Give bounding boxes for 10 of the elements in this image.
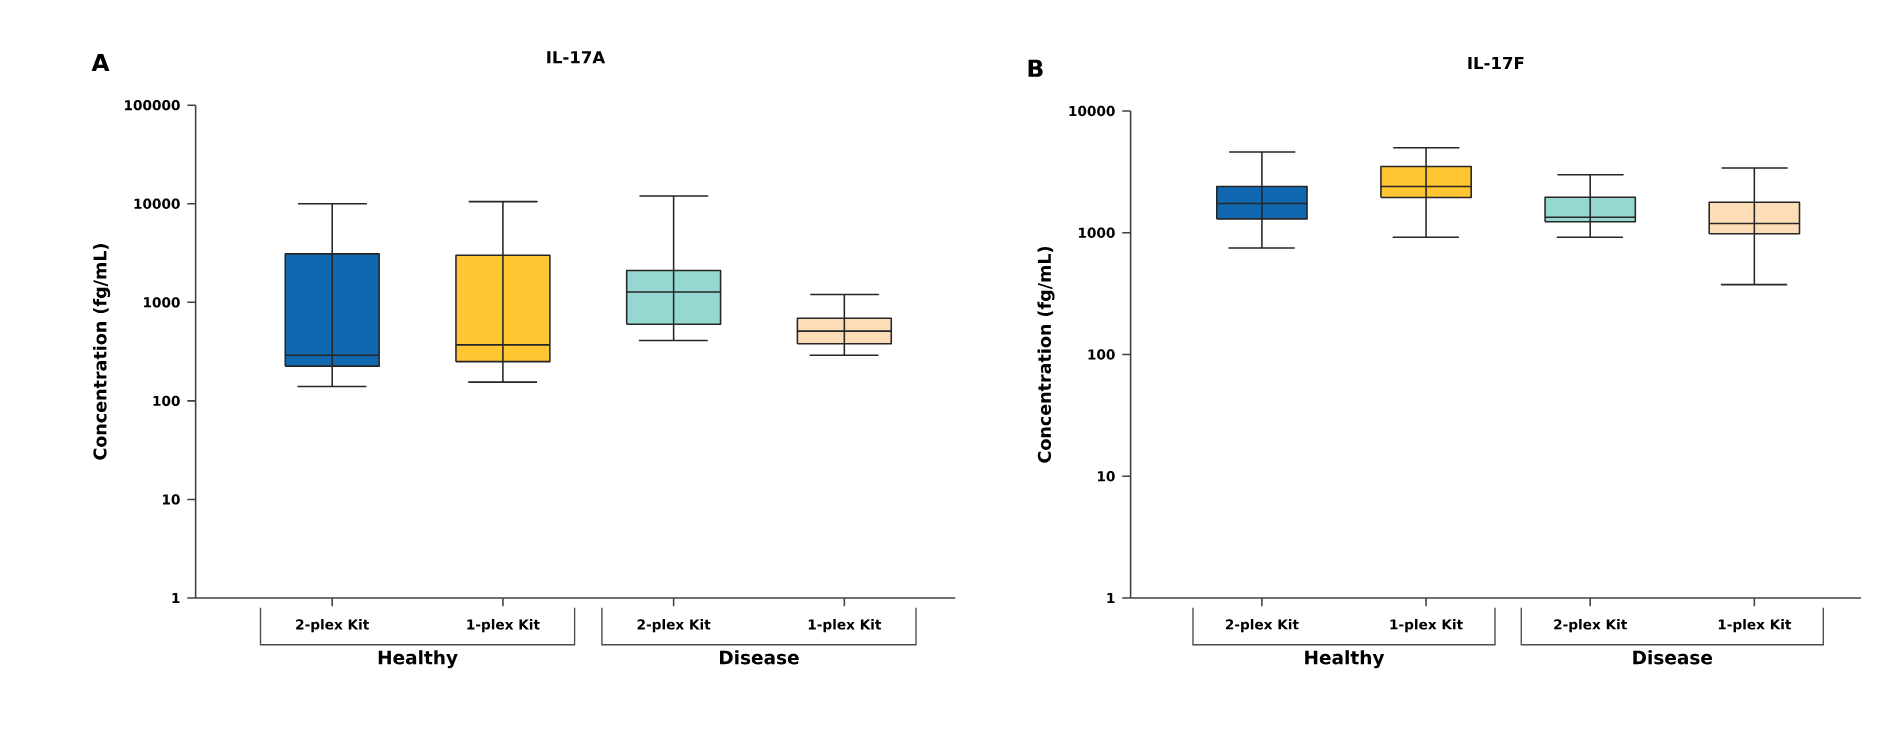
y-axis-title: Concentration (fg/mL): [93, 243, 111, 460]
chart-title: IL-17F: [1468, 56, 1524, 69]
text: Disease: [1633, 649, 1713, 665]
y-axis-title: Concentration (fg/mL): [1037, 246, 1055, 463]
text: Healthy: [1305, 649, 1385, 668]
chart-title: IL-17A: [547, 50, 606, 64]
text: Healthy: [378, 649, 458, 668]
text: Disease: [720, 649, 799, 665]
text: B: [1028, 59, 1043, 77]
text: A: [91, 53, 110, 71]
